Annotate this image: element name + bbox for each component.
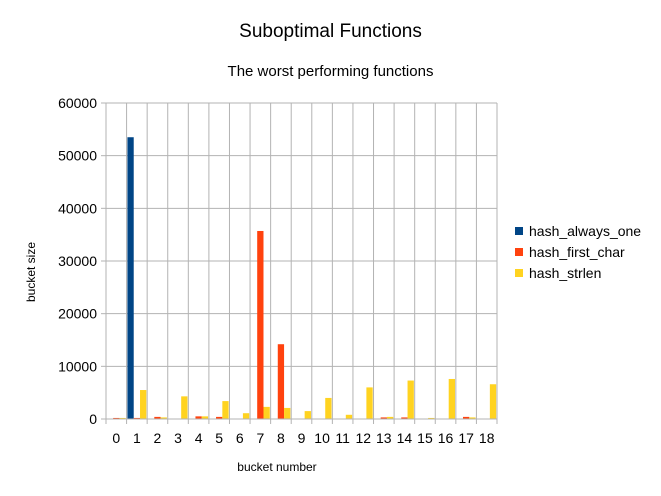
gridlines [105,102,498,420]
bar-hash_strlen-15 [428,417,435,419]
x-tick-label: 5 [215,430,223,446]
bar-hash_strlen-14 [407,380,414,419]
bar-hash_first_char-14 [401,417,408,419]
chart-title: Suboptimal Functions [239,21,422,42]
x-tick-label: 0 [112,430,120,446]
legend-swatch [515,226,523,235]
bar-hash_strlen-8 [284,407,291,419]
axes [101,102,498,424]
legend-swatch [515,247,523,256]
bar-hash_first_char-1 [133,417,141,419]
bar-hash_strlen-7 [263,406,270,419]
legend-item: hash_first_char [515,241,641,262]
x-tick-label: 2 [154,430,162,446]
y-tick-label: 10000 [58,358,97,374]
bar-hash_strlen-6 [242,413,250,419]
chart-subtitle: The worst performing functions [227,63,434,80]
y-tick-label: 60000 [58,95,97,111]
x-tick-label: 9 [298,430,306,446]
bar-hash_strlen-5 [222,401,229,419]
y-axis-label: bucket size [24,242,38,302]
bar-hash_always_one-1 [127,137,134,419]
bar-hash_strlen-1 [140,390,147,419]
x-tick-label: 6 [236,430,244,446]
bar-hash_first_char-4 [195,416,202,419]
bars [113,137,497,419]
x-tick-label: 1 [133,430,141,446]
legend: hash_always_one hash_first_char hash_strle… [515,220,641,283]
bar-hash_strlen-11 [345,414,353,419]
bar-hash_first_char-5 [216,416,223,419]
bar-hash_strlen-0 [119,417,126,419]
y-tick-label: 20000 [58,306,97,322]
bar-hash_strlen-9 [304,411,311,419]
x-tick-label: 17 [458,430,474,446]
bar-hash_strlen-2 [160,417,167,419]
x-tick-labels: 0 1 2 3 4 5 6 7 8 9 10 11 12 13 14 15 16 17 18 [112,430,494,446]
legend-label: hash_strlen [529,264,602,281]
legend-item: hash_always_one [515,220,641,241]
x-tick-label: 3 [174,430,182,446]
bar-hash_strlen-10 [325,397,332,419]
bar-hash_first_char-8 [277,344,285,419]
y-tick-label: 40000 [58,200,97,216]
bar-hash_strlen-17 [469,417,476,419]
bar-hash_first_char-2 [154,416,161,419]
y-tick-label: 50000 [58,148,97,164]
bar-hash_first_char-7 [257,230,264,419]
x-tick-label: 15 [417,430,433,446]
legend-swatch [515,268,523,277]
x-axis-label: bucket number [237,460,316,474]
bar-hash_strlen-13 [386,416,394,419]
legend-label: hash_first_char [529,243,625,260]
bar-hash_first_char-17 [462,416,470,419]
x-tick-label: 7 [256,430,264,446]
x-tick-label: 13 [376,430,392,446]
bar-hash_strlen-18 [489,384,497,419]
x-tick-label: 12 [355,430,371,446]
x-tick-label: 16 [438,430,454,446]
bar-hash_strlen-12 [366,387,373,419]
legend-label: hash_always_one [529,222,642,239]
y-tick-labels: 0 10000 20000 30000 40000 50000 60000 [58,95,97,427]
x-tick-label: 18 [479,430,495,446]
x-tick-label: 4 [195,430,203,446]
x-tick-label: 14 [397,430,413,446]
y-tick-label: 0 [89,411,97,427]
x-tick-label: 8 [277,430,285,446]
x-tick-label: 11 [335,430,350,446]
x-tick-label: 10 [314,430,330,446]
bar-hash_strlen-3 [181,396,188,419]
legend-item: hash_strlen [515,262,641,283]
y-tick-label: 30000 [58,253,97,269]
bar-hash_strlen-16 [448,378,456,419]
bar-hash_first_char-13 [380,417,387,419]
bar-hash_first_char-0 [113,417,120,419]
bar-hash_strlen-4 [201,416,209,419]
